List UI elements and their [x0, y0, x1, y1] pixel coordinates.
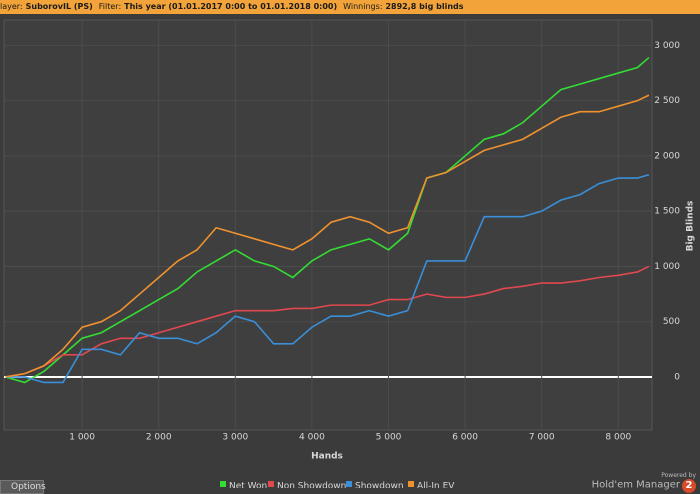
legend-swatch: [346, 481, 352, 487]
winnings: 2892,8 big blinds: [385, 2, 464, 11]
y-tick-label: 1 500: [654, 207, 680, 217]
x-tick-label: 7 000: [529, 433, 555, 443]
legend-swatch: [220, 481, 226, 487]
y-tick-label: 0: [674, 372, 680, 382]
y-tick-label: 3 000: [654, 41, 680, 51]
x-tick-label: 5 000: [376, 433, 402, 443]
logo: Powered by Hold'em Manager 2: [592, 472, 696, 493]
series-line: [5, 94, 650, 378]
header-bar: layer: SuborovIL (PS) Filter: This year (01…: [0, 0, 700, 14]
y-tick-label: 2 000: [654, 151, 680, 161]
x-tick-label: 2 000: [146, 433, 172, 443]
y-tick-label: 2 500: [654, 96, 680, 106]
legend-swatch: [408, 481, 414, 487]
y-axis-label: Big Blinds: [686, 201, 696, 252]
winnings-label: Winnings:: [343, 2, 383, 11]
x-tick-label: 1 000: [69, 433, 95, 443]
y-tick-label: 500: [663, 317, 680, 327]
x-tick-label: 8 000: [605, 433, 631, 443]
x-tick-label: 3 000: [222, 433, 248, 443]
series-line: [5, 173, 650, 384]
filter-label: Filter:: [98, 2, 122, 11]
legend-label: Showdown: [355, 482, 404, 489]
options-button[interactable]: Options: [0, 480, 46, 494]
y-tick-label: 1 000: [654, 262, 680, 272]
x-tick-label: 6 000: [452, 433, 478, 443]
legend-label: Non Showdown: [277, 482, 346, 489]
brand: Hold'em Manager: [591, 479, 680, 491]
x-tick-label: 4 000: [299, 433, 325, 443]
filter: This year (01.01.2017 0:00 to 01.01.2018…: [124, 2, 338, 11]
legend-label: All-In EV: [417, 482, 455, 489]
legend-label: Net Won: [229, 482, 267, 489]
legend-swatch: [268, 481, 274, 487]
series-line: [5, 56, 650, 384]
series-line: [5, 265, 650, 378]
player: SuborovIL (PS): [25, 2, 93, 11]
player-label: layer:: [0, 2, 23, 11]
x-axis-label: Hands: [311, 452, 343, 462]
powered-by: Powered by: [661, 472, 696, 479]
brand-version: 2: [682, 479, 696, 493]
